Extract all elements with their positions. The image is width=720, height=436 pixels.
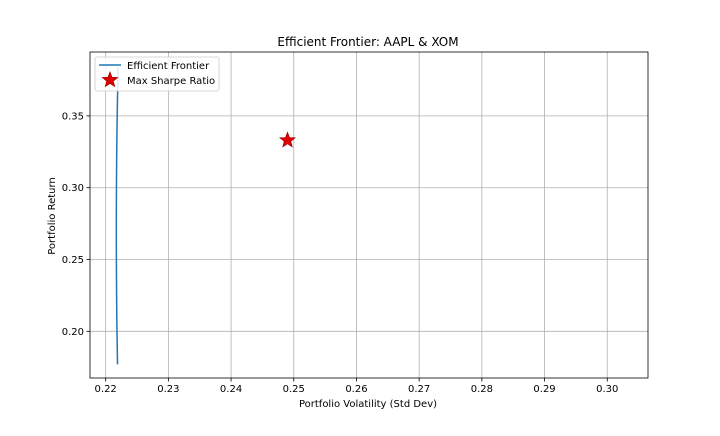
- legend: Efficient Frontier Max Sharpe Ratio: [94, 56, 220, 92]
- x-tick-label: 0.27: [408, 384, 430, 395]
- y-tick-label: 0.35: [62, 111, 84, 122]
- y-tick-label: 0.20: [62, 327, 84, 338]
- x-tick-label: 0.23: [157, 384, 179, 395]
- x-axis-label: Portfolio Volatility (Std Dev): [299, 399, 437, 410]
- y-tick-label: 0.25: [62, 255, 84, 266]
- x-tick-label: 0.29: [533, 384, 555, 395]
- legend-label-efficient-frontier: Efficient Frontier: [127, 61, 210, 72]
- legend-label-max-sharpe-ratio: Max Sharpe Ratio: [127, 76, 215, 87]
- y-axis-label: Portfolio Return: [47, 177, 58, 255]
- legend-star-swatch: [101, 71, 119, 88]
- x-tick-label: 0.22: [95, 384, 117, 395]
- x-tick-label: 0.24: [220, 384, 242, 395]
- grid-lines: [90, 52, 648, 378]
- x-tick-label: 0.28: [471, 384, 493, 395]
- efficient-frontier-line: [115, 67, 119, 365]
- x-tick-label: 0.26: [345, 384, 367, 395]
- x-tick-label: 0.25: [283, 384, 305, 395]
- plot-frame: [89, 51, 649, 379]
- max-sharpe-ratio-marker: [278, 131, 297, 148]
- axis-ticks: 0.22 0.23 0.24 0.25 0.26 0.27 0.28 0.29 0.30 0.20…: [62, 111, 619, 395]
- legend-box: [94, 56, 220, 92]
- y-tick-label: 0.30: [62, 183, 84, 194]
- x-tick-label: 0.30: [596, 384, 618, 395]
- chart-title: Efficient Frontier: AAPL & XOM: [277, 35, 458, 49]
